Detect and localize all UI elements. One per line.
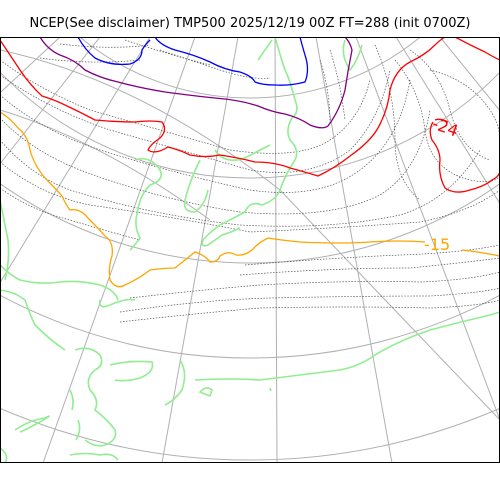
coastline	[342, 39, 363, 72]
coastlines	[0, 37, 500, 463]
meridian-line	[315, 37, 393, 463]
isotherm-m15	[461, 249, 500, 257]
coastline	[198, 387, 213, 398]
coastline	[74, 347, 117, 447]
isotherm-m24	[434, 118, 449, 123]
isotherm	[429, 69, 500, 141]
isotherm	[39, 57, 141, 63]
contour-label-m15: -15	[424, 235, 450, 254]
map-layers	[0, 0, 500, 463]
meridian-line	[439, 37, 500, 112]
isotherm	[0, 109, 431, 215]
isotherm	[0, 161, 500, 233]
latitude-line	[79, 37, 421, 99]
isotherm	[159, 49, 271, 79]
meridian-line	[161, 37, 239, 463]
map-title: NCEP(See disclaimer) TMP500 2025/12/19 0…	[29, 16, 471, 31]
isotherm	[124, 39, 211, 66]
meridian-line	[0, 37, 61, 94]
meridian-line	[355, 37, 500, 421]
latitude-line	[0, 182, 500, 264]
isotherms-fine	[0, 39, 500, 323]
meridian-lines	[0, 37, 500, 463]
isotherm	[0, 59, 371, 154]
isotherm	[239, 257, 500, 276]
coastline	[0, 264, 119, 301]
latitude-line	[62, 0, 438, 18]
meridian-line	[42, 37, 196, 463]
meridian-line	[395, 37, 500, 205]
isotherm-blue	[77, 37, 309, 86]
isotherm-m15	[0, 111, 426, 288]
isotherm	[0, 139, 481, 227]
isotherm	[119, 287, 500, 313]
isotherm	[0, 79, 411, 193]
coastline	[0, 199, 10, 281]
contour-label-m24: -24	[430, 114, 461, 141]
isotherm	[119, 299, 500, 323]
coastline	[214, 144, 271, 161]
coastline	[69, 452, 119, 461]
isotherm	[0, 187, 141, 241]
coastline	[69, 389, 81, 441]
coastline	[194, 311, 500, 381]
coastline	[164, 359, 186, 406]
coastline	[183, 159, 209, 213]
isotherm	[0, 69, 391, 173]
coastline	[269, 387, 272, 392]
meridian-line	[0, 109, 211, 221]
coastline	[109, 360, 154, 382]
isotherm	[129, 271, 500, 299]
coastline	[0, 447, 8, 463]
isotherm	[394, 59, 500, 182]
meridian-line	[0, 37, 151, 284]
meridian-line	[274, 37, 278, 463]
coastline	[98, 298, 136, 308]
coastline	[14, 415, 50, 433]
isotherm-m24	[429, 121, 500, 193]
isotherm	[409, 49, 491, 161]
isotherm	[374, 44, 421, 201]
latitude-lines	[0, 0, 500, 461]
isotherm	[329, 49, 346, 121]
coastline	[129, 157, 163, 251]
meridian-line	[0, 37, 101, 165]
coastline	[201, 37, 298, 247]
coastline	[0, 289, 66, 351]
isotherm	[59, 43, 151, 48]
isotherm-purple	[39, 37, 353, 129]
meridian-line	[0, 49, 500, 421]
isotherm	[244, 244, 500, 266]
isotherm-m24	[0, 37, 500, 177]
latitude-line	[0, 71, 500, 179]
